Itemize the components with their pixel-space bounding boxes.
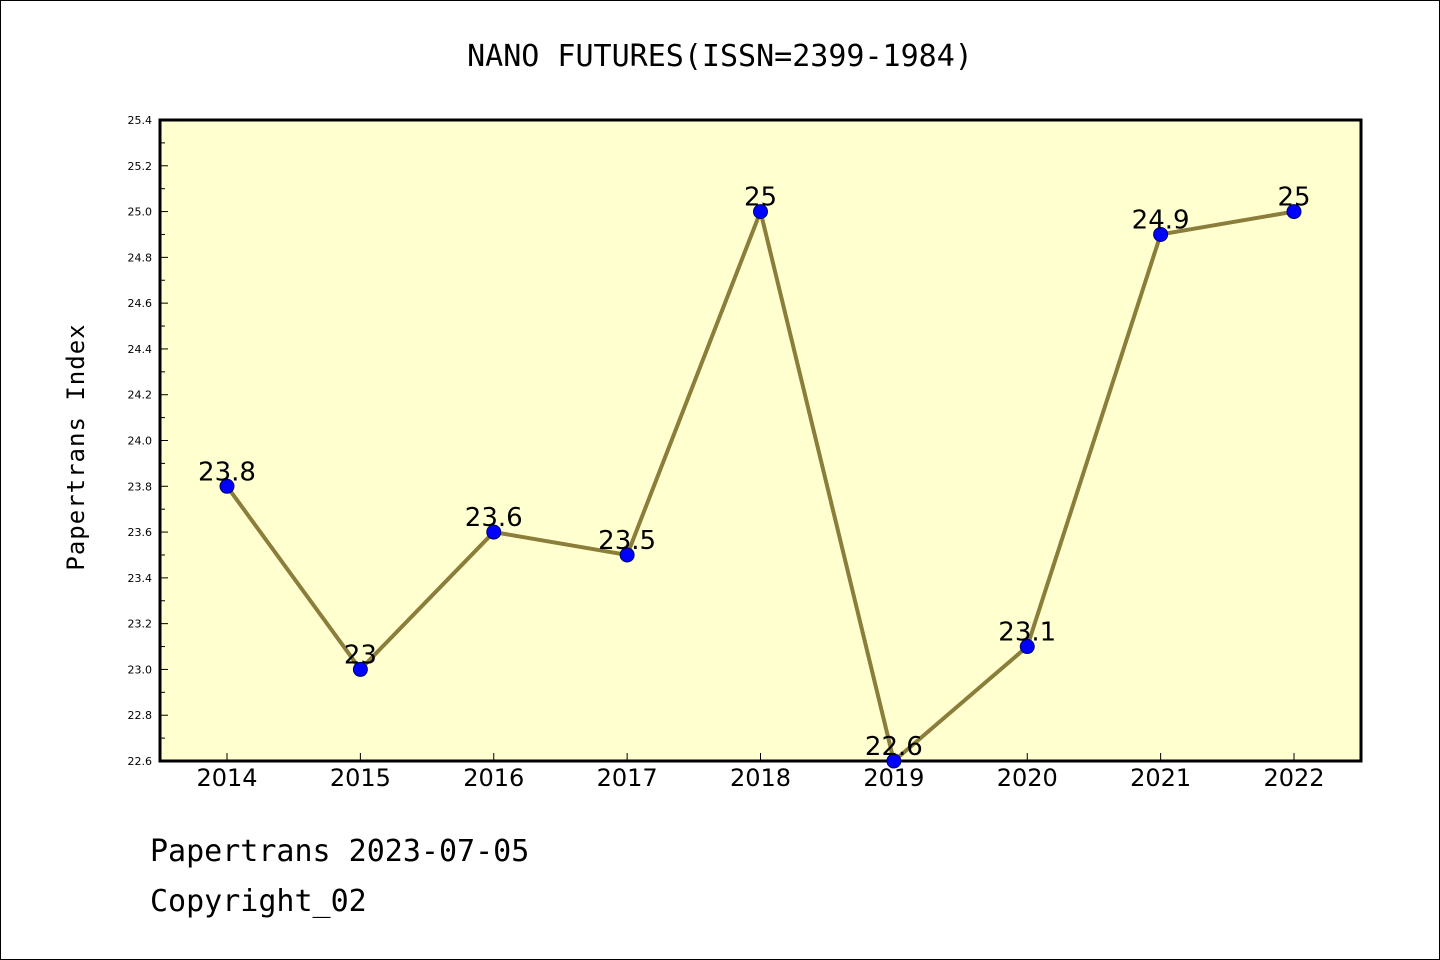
data-point	[486, 524, 502, 540]
data-labels: 23.8 23 23.6 23.5 25 22.6 23.1 24.9 25	[198, 183, 1310, 762]
y-tick-label: 25.0	[128, 206, 153, 219]
y-tick-label: 23.0	[128, 663, 153, 676]
x-tick-label: 2015	[330, 764, 391, 792]
x-tick-label: 2020	[997, 764, 1058, 792]
data-point	[1019, 639, 1035, 655]
y-tick-label: 25.2	[128, 160, 153, 173]
data-label: 22.6	[865, 732, 923, 762]
y-tick-label: 25.4	[128, 114, 153, 127]
data-label: 23.8	[198, 457, 256, 487]
data-point	[219, 478, 235, 494]
y-tick-label: 22.6	[128, 755, 153, 768]
x-tick-label: 2016	[463, 764, 524, 792]
y-tick-label: 23.4	[128, 572, 153, 585]
data-point	[753, 204, 768, 220]
data-markers	[219, 204, 1302, 769]
footer-date: Papertrans 2023-07-05	[150, 834, 530, 869]
data-label: 24.9	[1132, 205, 1190, 235]
data-label: 25	[1277, 183, 1310, 213]
x-tick-label: 2017	[597, 764, 658, 792]
x-axis-ticks: 2014 2015 2016 2017 2018 2019 2020 2021 2022	[196, 753, 1325, 792]
data-point	[1286, 204, 1302, 220]
chart-title: NANO FUTURES(ISSN=2399-1984)	[467, 39, 973, 74]
data-label: 23.1	[998, 618, 1056, 648]
data-point	[886, 753, 902, 769]
y-axis-ticks: 22.6 22.8 23.0 23.2 23.4 23.6 23.8 24.0 24.2 24.4…	[128, 114, 168, 768]
x-tick-label: 2021	[1130, 764, 1191, 792]
y-tick-label: 24.8	[128, 251, 153, 264]
y-tick-label: 24.2	[128, 389, 153, 402]
y-tick-label: 22.8	[128, 709, 153, 722]
y-tick-label: 23.6	[128, 526, 153, 539]
y-tick-label: 24.0	[128, 435, 153, 448]
data-label: 23.5	[598, 526, 656, 556]
data-point	[1153, 226, 1169, 242]
x-tick-label: 2022	[1263, 764, 1324, 792]
y-tick-label: 24.6	[128, 297, 153, 310]
footer-copyright: Copyright_02	[150, 884, 367, 919]
x-tick-label: 2014	[196, 764, 257, 792]
y-axis-label: Papertrans Index	[62, 323, 90, 570]
data-label: 25	[744, 183, 777, 213]
y-tick-label: 23.8	[128, 480, 153, 493]
y-tick-label: 24.4	[128, 343, 153, 356]
data-label: 23	[344, 640, 377, 670]
data-point	[352, 661, 368, 677]
y-tick-label: 23.2	[128, 618, 153, 631]
data-label: 23.6	[465, 503, 523, 533]
plot-area	[158, 118, 1363, 763]
x-tick-label: 2018	[730, 764, 791, 792]
x-tick-label: 2019	[863, 764, 924, 792]
data-point	[619, 547, 635, 563]
